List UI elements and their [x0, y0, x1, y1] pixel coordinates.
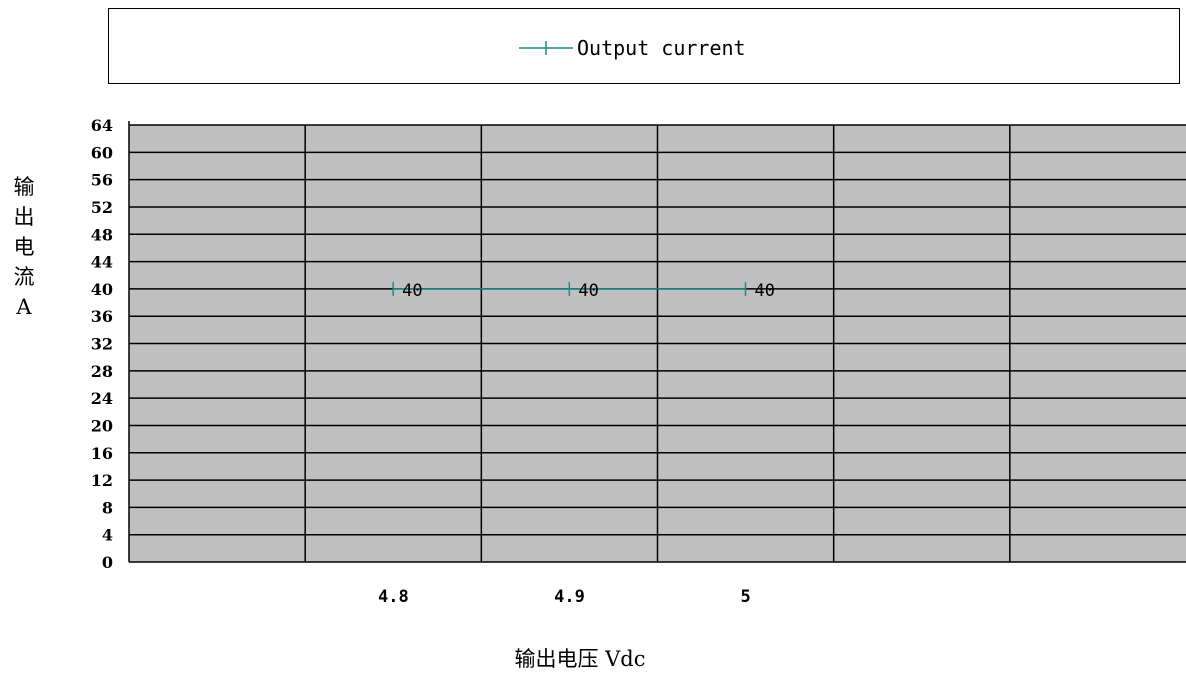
y-axis-label-char-3: 电 [13, 235, 35, 259]
y-tick-label: 20 [91, 416, 113, 435]
y-tick-label: 32 [91, 335, 113, 354]
data-label: 40 [755, 281, 775, 301]
legend-box: Output current [108, 8, 1180, 84]
y-tick-label: 40 [91, 280, 113, 299]
y-tick-label: 44 [91, 253, 113, 272]
x-axis-label: 输出电压 Vdc [514, 647, 646, 671]
legend-label: Output current [577, 36, 746, 60]
y-axis-label-char-1: 输 [13, 175, 35, 199]
y-tick-label: 16 [91, 444, 113, 463]
data-label: 40 [402, 281, 422, 301]
x-tick-label: 4.9 [554, 587, 585, 607]
y-axis-label-char-4: 流 [13, 265, 35, 289]
y-tick-label: 52 [91, 198, 113, 217]
y-tick-label: 60 [91, 143, 113, 162]
y-tick-label: 28 [91, 362, 113, 381]
y-tick-label: 56 [91, 171, 113, 190]
y-tick-label: 12 [91, 471, 113, 490]
y-tick-label: 4 [102, 526, 113, 545]
legend-line-marker-icon [519, 41, 573, 55]
y-tick-label: 48 [91, 225, 113, 244]
y-axis-label-char-2: 出 [13, 205, 35, 229]
y-tick-label: 64 [91, 116, 113, 135]
x-tick-label: 5 [741, 587, 751, 607]
y-tick-label: 0 [102, 553, 113, 572]
legend-entry: Output current [519, 36, 746, 60]
x-tick-label: 4.8 [378, 587, 409, 607]
y-axis-label-char-5: A [16, 295, 32, 319]
y-tick-label: 24 [91, 389, 113, 408]
y-axis-label: 输 出 电 流 A [8, 172, 40, 322]
data-label: 40 [578, 281, 598, 301]
y-tick-label: 36 [91, 307, 113, 326]
y-tick-label: 8 [102, 498, 113, 517]
